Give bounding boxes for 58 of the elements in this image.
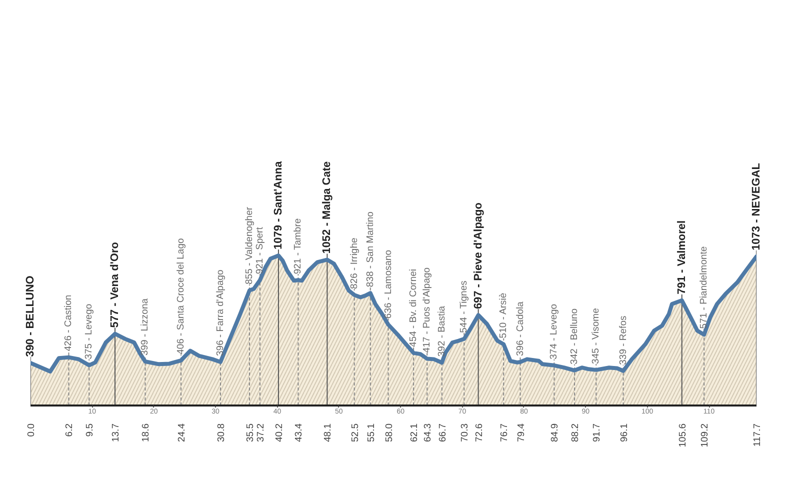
x-tick-label: 40.2 [274,423,285,442]
data-label: 838 - San Martino [364,212,376,288]
data-label: 396 - Farra d'Alpago [214,270,226,356]
annotation: 1079 - Sant'Anna [272,160,284,250]
data-label: 571 - Piandelmonte [698,246,710,329]
annotation: 697 - Pieve d'Alpago [472,202,484,310]
x-tick-label: 72.6 [474,423,485,442]
data-label: 454 - Bv. di Cornei [408,268,420,347]
x-tick-label: 70.3 [460,423,471,442]
annotation: 390 - BELLUNO [24,275,36,357]
x-tick-label: 9.5 [84,423,96,437]
data-label: 510 - Arsiè [498,292,510,338]
annotation: 1073 - NEVEGAL [750,162,762,250]
x-tick-label: 76.7 [499,423,510,442]
data-label: 392 - Bastia [436,305,448,357]
x-tick-label: 105.6 [677,423,688,448]
data-label: 636 - Lamosano [382,250,394,319]
data-label: 426 - Castion [63,294,74,352]
data-label: 396 - Cadola [514,300,526,356]
x-tick-label: 6.2 [64,423,76,437]
x-tick-label: 109.2 [700,423,711,448]
x-tick-label: 96.1 [618,423,630,442]
x-tick-label: 79.4 [516,423,527,442]
annotation: 791 - Valmorel [676,220,688,294]
data-label: 339 - Refos [618,316,629,365]
data-label: 921 - Tambre [292,218,304,274]
annotation: 577 - Vena d'Oro [109,242,122,328]
x-tick-label: 64.3 [422,423,434,442]
x-tick-label: 13.7 [110,423,122,442]
x-tick-label: 62.1 [409,423,420,442]
x-tick-label: 55.1 [366,423,377,442]
data-label: 826 - Irrighe [348,238,360,289]
x-tick-label: 35.5 [244,423,256,442]
data-label: 345 - Visome [590,308,602,364]
annotation: 1052 - Malga Cate [321,161,334,254]
data-label: 417 - Puos d'Alpago [422,267,433,353]
x-tick-label: 58.0 [384,423,395,442]
x-tick-label: 66.7 [437,423,448,442]
x-tick-label: 84.9 [550,423,561,442]
x-tick-label: 43.4 [294,423,305,442]
data-label: 375 - Levego [84,304,95,360]
data-label: 406 - Santa Croce del Lago [176,238,187,354]
x-tick-label: 88.2 [570,423,582,442]
x-tick-label: 30.8 [216,423,227,442]
data-label: 921 - Spert [254,226,266,274]
x-tick-label: 18.6 [140,423,152,442]
x-tick-label: 91.7 [592,423,603,442]
data-label: 374 - Levego [548,304,560,360]
data-label: 342 - Belluno [569,308,580,364]
x-tick-label: 48.1 [322,423,334,442]
x-tick-label: 117.7 [752,423,763,447]
data-label: 855 - Valdenogher [244,206,255,284]
x-tick-label: 0.0 [26,423,37,437]
data-label: 399 - Lizzona [140,298,151,356]
data-label: 544 - Tignes [458,280,470,333]
x-tick-label: 52.5 [350,423,361,442]
x-tick-label: 37.2 [255,423,266,442]
x-tick-label: 24.4 [176,423,188,442]
